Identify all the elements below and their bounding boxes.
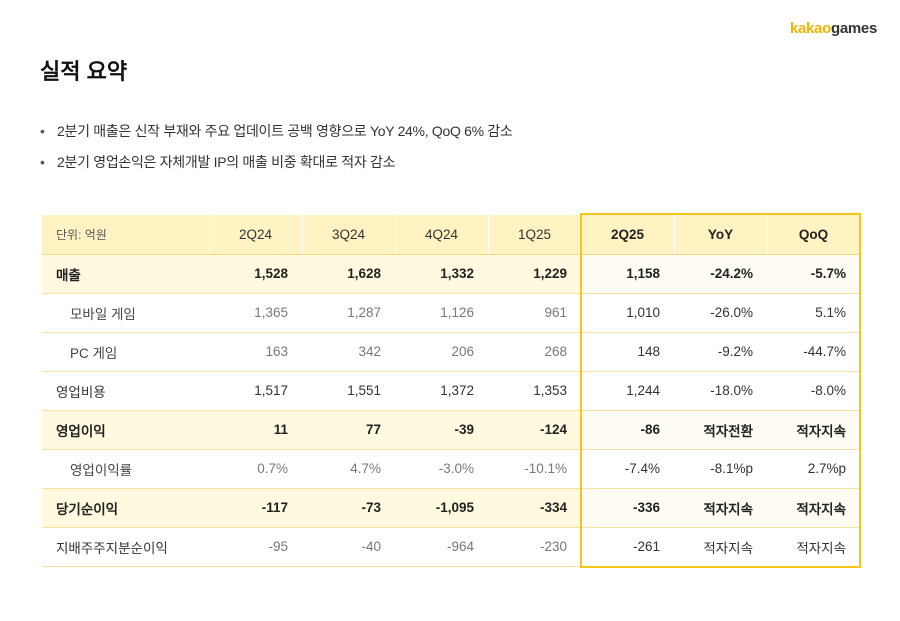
kakaogames-logo: kakaogames (790, 20, 877, 37)
table-cell: 1,010 (581, 293, 674, 333)
logo-suffix: games (830, 20, 877, 37)
table-cell: 11 (209, 410, 302, 450)
table-cell: -18.0% (674, 371, 767, 411)
table-row: PC 게임 163 342 206 268 148 -9.2% -44.7% (42, 332, 860, 372)
row-label: 영업비용 (42, 371, 209, 411)
table-cell: 4.7% (302, 449, 395, 489)
bullet-revenue: 2분기 매출은 신작 부재와 주요 업데이트 공백 영향으로 YoY 24%, … (40, 121, 513, 141)
row-label: 당기순이익 (42, 488, 209, 528)
table-cell: 1,517 (209, 371, 302, 411)
table-cell: 1,229 (488, 254, 581, 294)
table-cell: -334 (488, 488, 581, 528)
row-label: PC 게임 (42, 332, 209, 372)
table-cell: -5.7% (767, 254, 860, 294)
table-cell: 1,332 (395, 254, 488, 294)
table-cell: 1,372 (395, 371, 488, 411)
table-cell: -44.7% (767, 332, 860, 372)
row-label: 매출 (42, 254, 209, 294)
col-header: 2Q24 (209, 215, 303, 255)
table-cell: 2.7%p (767, 449, 860, 489)
table-cell: -24.2% (674, 254, 767, 294)
logo-prefix: kakao (789, 20, 831, 37)
table-cell: 1,287 (302, 293, 395, 333)
row-label: 영업이익률 (42, 449, 209, 489)
table-cell: 적자지속 (767, 410, 860, 450)
col-header: YoY (674, 215, 768, 255)
table-cell: 148 (581, 332, 674, 372)
bullet-operating-profit: 2분기 영업손익은 자체개발 IP의 매출 비중 확대로 적자 감소 (40, 152, 513, 172)
row-label: 영업이익 (42, 410, 209, 450)
table-row: 매출 1,528 1,628 1,332 1,229 1,158 -24.2% -5.7% (42, 254, 860, 294)
table-cell: 1,126 (395, 293, 488, 333)
table-row: 영업이익률 0.7% 4.7% -3.0% -10.1% -7.4% -8.1%p 2.7%p (42, 449, 860, 489)
table-row: 모바일 게임 1,365 1,287 1,126 961 1,010 -26.0% 5.1% (42, 293, 860, 333)
col-header: 3Q24 (302, 215, 396, 255)
table-cell: -117 (209, 488, 302, 528)
table-cell: 5.1% (767, 293, 860, 333)
table-cell: 1,353 (488, 371, 581, 411)
table-cell: -39 (395, 410, 488, 450)
table-cell: -336 (581, 488, 674, 528)
table-cell: 적자지속 (767, 488, 860, 528)
row-label: 지배주주지분순이익 (42, 527, 209, 567)
table-cell: -8.0% (767, 371, 860, 411)
table-header-row: 단위: 억원 2Q24 3Q24 4Q24 1Q25 2Q25 YoY QoQ (42, 215, 861, 255)
table-cell: 77 (302, 410, 395, 450)
unit-label: 단위: 억원 (42, 215, 210, 255)
table-cell: 961 (488, 293, 581, 333)
earnings-summary-table: 단위: 억원 2Q24 3Q24 4Q24 1Q25 2Q25 YoY QoQ … (42, 215, 861, 567)
table-cell: -95 (209, 527, 302, 567)
table-row: 당기순이익 -117 -73 -1,095 -334 -336 적자지속 적자지속 (42, 488, 860, 528)
table-cell: -73 (302, 488, 395, 528)
table-cell: -26.0% (674, 293, 767, 333)
table-cell: 1,244 (581, 371, 674, 411)
table-cell: 1,158 (581, 254, 674, 294)
table-cell: -261 (581, 527, 674, 567)
summary-bullets: 2분기 매출은 신작 부재와 주요 업데이트 공백 영향으로 YoY 24%, … (40, 121, 513, 183)
col-header: QoQ (767, 215, 861, 255)
table-cell: 적자지속 (674, 527, 767, 567)
table-cell: -9.2% (674, 332, 767, 372)
page-title: 실적 요약 (40, 59, 128, 84)
table-cell: -8.1%p (674, 449, 767, 489)
table-cell: 268 (488, 332, 581, 372)
table-cell: -3.0% (395, 449, 488, 489)
table-cell: 0.7% (209, 449, 302, 489)
table-cell: 206 (395, 332, 488, 372)
table-cell: -1,095 (395, 488, 488, 528)
table-cell: 163 (209, 332, 302, 372)
table-cell: 342 (302, 332, 395, 372)
table-row: 영업이익 11 77 -39 -124 -86 적자전환 적자지속 (42, 410, 860, 450)
table-cell: -230 (488, 527, 581, 567)
col-header: 4Q24 (395, 215, 489, 255)
table-cell: 적자지속 (674, 488, 767, 528)
table-cell: -7.4% (581, 449, 674, 489)
col-header: 2Q25 (581, 215, 675, 255)
table-cell: 적자전환 (674, 410, 767, 450)
table-row: 영업비용 1,517 1,551 1,372 1,353 1,244 -18.0% -8.0% (42, 371, 860, 411)
col-header: 1Q25 (488, 215, 582, 255)
table-cell: 적자지속 (767, 527, 860, 567)
table-cell: -40 (302, 527, 395, 567)
row-label: 모바일 게임 (42, 293, 209, 333)
table-cell: 1,365 (209, 293, 302, 333)
table-row: 지배주주지분순이익 -95 -40 -964 -230 -261 적자지속 적자지속 (42, 527, 860, 567)
table-cell: -964 (395, 527, 488, 567)
table-cell: -86 (581, 410, 674, 450)
table-cell: -10.1% (488, 449, 581, 489)
table-cell: 1,551 (302, 371, 395, 411)
table-cell: 1,528 (209, 254, 302, 294)
table-cell: -124 (488, 410, 581, 450)
table-cell: 1,628 (302, 254, 395, 294)
